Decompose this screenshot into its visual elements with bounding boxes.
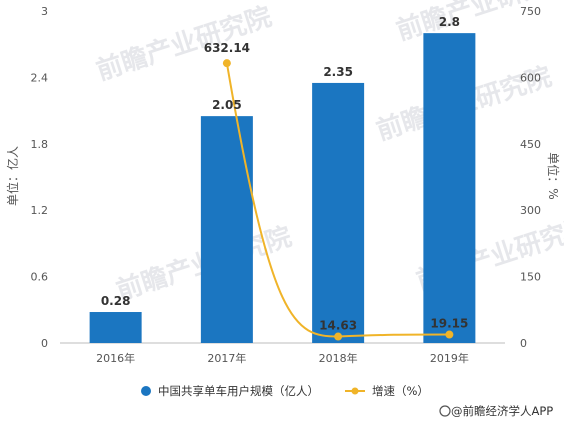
line-series xyxy=(222,59,454,341)
x-tick-label: 2019年 xyxy=(430,351,469,365)
y2-axis-ticks: 0 150 300 450 600 750 xyxy=(520,5,541,350)
bar-value-label: 2.05 xyxy=(212,98,242,112)
line-point[interactable] xyxy=(222,59,231,68)
y-tick-label: 1.8 xyxy=(31,138,49,151)
y-axis-ticks: 0 0.6 1.2 1.8 2.4 3 xyxy=(31,5,49,350)
line-path xyxy=(225,63,450,338)
y-tick-label: 0 xyxy=(41,337,48,350)
y2-tick-label: 750 xyxy=(520,5,541,18)
legend-bar-label: 中国共享单车用户规模（亿人） xyxy=(158,384,319,398)
bar-value-label: 0.28 xyxy=(101,294,131,308)
y2-tick-label: 300 xyxy=(520,204,541,217)
line-value-label: 19.15 xyxy=(430,317,468,331)
y2-tick-label: 600 xyxy=(520,71,541,84)
x-tick-label: 2017年 xyxy=(207,351,246,365)
data-labels: 0.28 2.05 2.35 2.8 632.14 14.63 19.15 xyxy=(101,15,469,332)
y-tick-label: 3 xyxy=(41,5,48,18)
y-axis-title: 单位：亿人 xyxy=(5,146,20,206)
legend-line-label: 增速（%） xyxy=(372,384,429,398)
bar[interactable] xyxy=(89,312,142,343)
legend-bar-marker xyxy=(141,386,151,396)
line-point[interactable] xyxy=(334,332,343,341)
y-tick-label: 0.6 xyxy=(31,271,49,284)
bar[interactable] xyxy=(200,116,253,343)
x-tick-label: 2018年 xyxy=(319,351,358,365)
y2-tick-label: 150 xyxy=(520,271,541,284)
x-axis-ticks: 2016年 2017年 2018年 2019年 xyxy=(96,351,469,365)
source-text: @前瞻经济学人APP xyxy=(451,404,553,418)
bar-value-label: 2.35 xyxy=(323,65,353,79)
y-tick-label: 2.4 xyxy=(31,71,49,84)
y2-tick-label: 450 xyxy=(520,138,541,151)
source-logo-icon xyxy=(439,405,451,417)
line-point[interactable] xyxy=(445,330,454,339)
legend-item-line[interactable]: 增速（%） xyxy=(345,384,429,398)
bar-value-label: 2.8 xyxy=(439,15,460,29)
legend: 中国共享单车用户规模（亿人） 增速（%） xyxy=(141,384,429,398)
y2-tick-label: 0 xyxy=(520,337,527,350)
x-tick-label: 2016年 xyxy=(96,351,135,365)
y-tick-label: 1.2 xyxy=(31,204,49,217)
source-credit: @前瞻经济学人APP xyxy=(439,404,553,418)
legend-line-marker xyxy=(351,387,359,395)
y2-axis-title: 单位：% xyxy=(546,152,561,199)
bar-series xyxy=(89,33,476,344)
legend-item-bar[interactable]: 中国共享单车用户规模（亿人） xyxy=(141,384,319,398)
line-value-label: 632.14 xyxy=(204,41,250,55)
bar[interactable] xyxy=(423,33,476,344)
bar[interactable] xyxy=(312,82,365,343)
line-value-label: 14.63 xyxy=(319,319,357,333)
